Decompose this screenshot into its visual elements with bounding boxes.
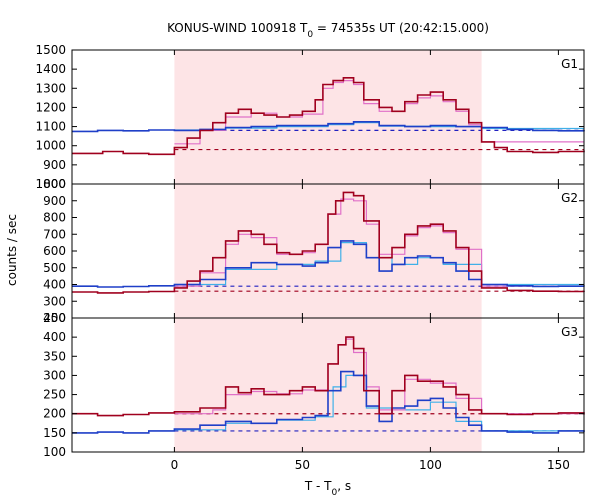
panel-G1-ytick-label: 1300 xyxy=(35,81,66,95)
x-tick-label: 150 xyxy=(547,458,570,472)
panel-G2-ytick-label: 700 xyxy=(43,227,66,241)
panel-G3-ytick-label: 300 xyxy=(43,368,66,382)
panel-G2-ytick-label: 800 xyxy=(43,211,66,225)
panel-G3-ytick-label: 400 xyxy=(43,330,66,344)
panel-G2-ytick-label: 200 xyxy=(43,311,66,325)
panel-G1-ytick-label: 1500 xyxy=(35,43,66,57)
panel-G2-series-hard xyxy=(72,191,585,294)
panel-G3-ytick-label: 200 xyxy=(43,407,66,421)
x-tick-label: 50 xyxy=(295,458,310,472)
x-tick-label: 100 xyxy=(419,458,442,472)
panel-G1-ytick-label: 1000 xyxy=(35,139,66,153)
panel-G3-ytick-label: 150 xyxy=(43,426,66,440)
panel-G1-ytick-label: 1100 xyxy=(35,120,66,134)
panel-G1-series-hard xyxy=(72,77,585,156)
chart-title: KONUS-WIND 100918 T0 = 74535s UT (20:42:… xyxy=(167,21,489,40)
panel-G3-frame xyxy=(71,317,585,453)
panel-G1-ytick-label: 1200 xyxy=(35,100,66,114)
panel-G1-ytick-label: 800 xyxy=(43,177,66,191)
panel-G3-ytick-label: 100 xyxy=(43,445,66,459)
panel-G3-ytick-label: 250 xyxy=(43,388,66,402)
x-tick-label: 0 xyxy=(171,458,179,472)
panel-G2-series-hard-fit xyxy=(174,198,584,287)
panel-G3-series-hard xyxy=(72,336,585,417)
panel-G3-ytick-label: 350 xyxy=(43,349,66,363)
panel-G2-ytick-label: 900 xyxy=(43,194,66,208)
x-axis-label: T - T0, s xyxy=(304,479,351,498)
panel-G1-ytick-label: 1400 xyxy=(35,62,66,76)
panel-G2-ytick-label-top: 1000 xyxy=(35,177,66,191)
panel-G3-ytick-label-top: 450 xyxy=(43,311,66,325)
panel-G1-ytick-label: 900 xyxy=(43,158,66,172)
y-axis-label: counts / sec xyxy=(5,214,19,286)
panel-G2-ytick-label: 600 xyxy=(43,244,66,258)
panel-G1-series-soft xyxy=(72,121,585,133)
panel-G3-series-soft xyxy=(72,370,585,434)
panel-G2-ytick-label: 400 xyxy=(43,278,66,292)
panel-G3-name: G3 xyxy=(561,325,578,339)
panel-G1-name: G1 xyxy=(561,57,578,71)
panel-G2-ytick-label: 500 xyxy=(43,261,66,275)
panel-G2-name: G2 xyxy=(561,191,578,205)
panel-G2-ytick-label: 300 xyxy=(43,294,66,308)
